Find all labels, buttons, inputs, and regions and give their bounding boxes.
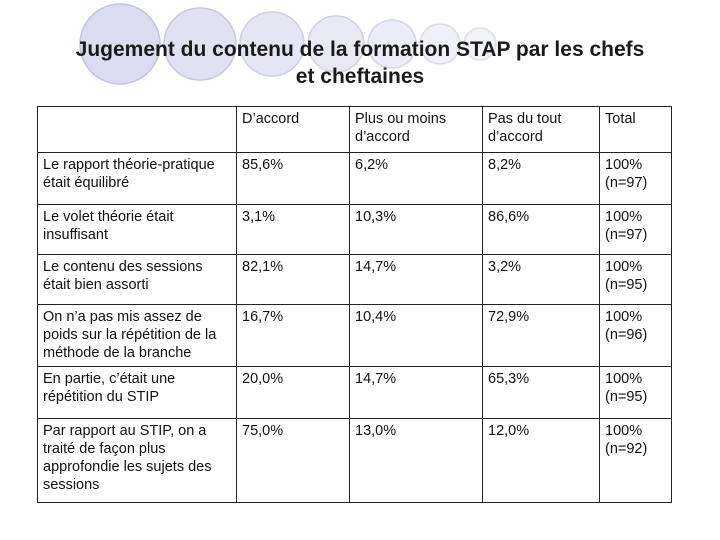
total-percent: 100% xyxy=(605,209,643,225)
page-title: Jugement du contenu de la formation STAP… xyxy=(0,36,720,90)
total-cell: 100% (n=97) xyxy=(599,152,672,205)
table-body: Le rapport théorie-pratique était équili… xyxy=(37,152,672,503)
header-cell-more-or-less: Plus ou moins d’accord xyxy=(349,106,483,153)
total-count: (n=92) xyxy=(605,441,648,457)
total-percent: 100% xyxy=(605,259,643,275)
percent-cell: 75,0% xyxy=(236,418,350,503)
results-table: D’accord Plus ou moins d’accord Pas du t… xyxy=(37,106,672,503)
percent-cell: 16,7% xyxy=(236,304,350,367)
percent-cell: 13,0% xyxy=(349,418,483,503)
row-label-cell: Le contenu des sessions était bien assor… xyxy=(37,254,237,305)
percent-cell: 14,7% xyxy=(349,254,483,305)
total-count: (n=96) xyxy=(605,327,648,343)
percent-cell: 6,2% xyxy=(349,152,483,205)
row-label-cell: On n’a pas mis assez de poids sur la rép… xyxy=(37,304,237,367)
percent-cell: 12,0% xyxy=(482,418,600,503)
total-cell: 100% (n=95) xyxy=(599,366,672,419)
percent-cell: 86,6% xyxy=(482,204,600,255)
percent-cell: 82,1% xyxy=(236,254,350,305)
percent-cell: 3,1% xyxy=(236,204,350,255)
table-row: Le contenu des sessions était bien assor… xyxy=(37,254,672,305)
row-label-cell: Par rapport au STIP, on a traité de faço… xyxy=(37,418,237,503)
row-label-cell: Le volet théorie était insuffisant xyxy=(37,204,237,255)
total-cell: 100% (n=92) xyxy=(599,418,672,503)
percent-cell: 65,3% xyxy=(482,366,600,419)
header-cell-not-at-all: Pas du tout d’accord xyxy=(482,106,600,153)
total-count: (n=95) xyxy=(605,277,648,293)
total-percent: 100% xyxy=(605,371,643,387)
total-percent: 100% xyxy=(605,157,643,173)
total-percent: 100% xyxy=(605,309,643,325)
percent-cell: 72,9% xyxy=(482,304,600,367)
header-cell-total: Total xyxy=(599,106,672,153)
total-count: (n=95) xyxy=(605,389,648,405)
row-label-cell: Le rapport théorie-pratique était équili… xyxy=(37,152,237,205)
header-cell-agree: D’accord xyxy=(236,106,350,153)
row-label-cell: En partie, c’était une répétition du STI… xyxy=(37,366,237,419)
percent-cell: 20,0% xyxy=(236,366,350,419)
total-cell: 100% (n=96) xyxy=(599,304,672,367)
percent-cell: 8,2% xyxy=(482,152,600,205)
total-count: (n=97) xyxy=(605,175,648,191)
percent-cell: 85,6% xyxy=(236,152,350,205)
percent-cell: 3,2% xyxy=(482,254,600,305)
table-row: On n’a pas mis assez de poids sur la rép… xyxy=(37,304,672,367)
table-row: Le volet théorie était insuffisant 3,1% 10… xyxy=(37,204,672,255)
total-count: (n=97) xyxy=(605,227,648,243)
percent-cell: 14,7% xyxy=(349,366,483,419)
total-cell: 100% (n=97) xyxy=(599,204,672,255)
percent-cell: 10,4% xyxy=(349,304,483,367)
header-cell-empty xyxy=(37,106,237,153)
total-cell: 100% (n=95) xyxy=(599,254,672,305)
title-line-2: et cheftaines xyxy=(295,65,425,88)
title-line-1: Jugement du contenu de la formation STAP… xyxy=(75,38,645,61)
table-row: Le rapport théorie-pratique était équili… xyxy=(37,152,672,205)
table-row: En partie, c’était une répétition du STI… xyxy=(37,366,672,419)
table-row: Par rapport au STIP, on a traité de faço… xyxy=(37,418,672,503)
header-row: D’accord Plus ou moins d’accord Pas du t… xyxy=(37,106,672,153)
total-percent: 100% xyxy=(605,423,643,439)
percent-cell: 10,3% xyxy=(349,204,483,255)
